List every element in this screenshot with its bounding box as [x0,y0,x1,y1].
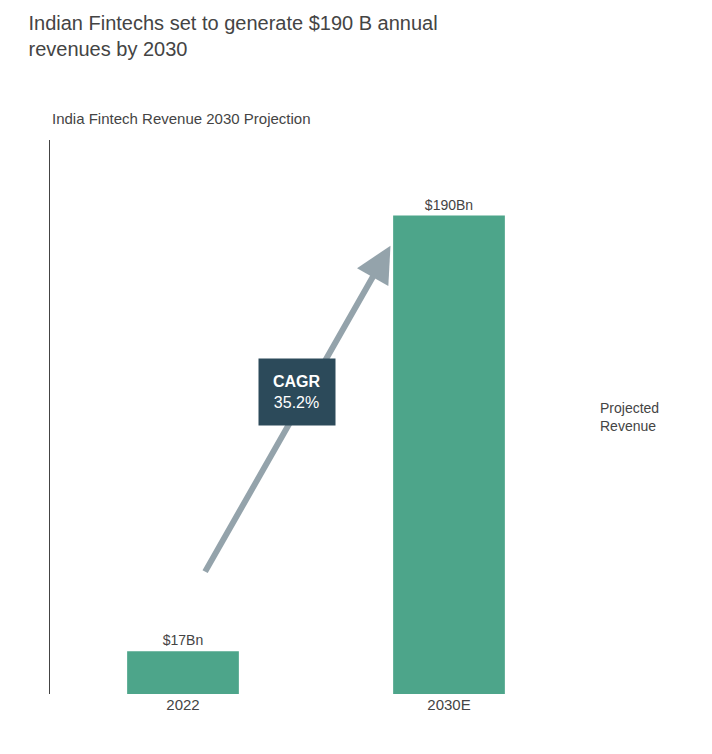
svg-text:2022: 2022 [166,696,199,713]
svg-text:ProjectedRevenue: ProjectedRevenue [600,400,659,434]
svg-text:2030E: 2030E [427,696,470,713]
svg-text:CAGR35.2%: CAGR35.2% [273,373,321,411]
svg-text:Indian Fintechs set to generat: Indian Fintechs set to generate $190 B a… [28,12,437,60]
svg-text:India Fintech Revenue 2030 Pro: India Fintech Revenue 2030 Projection [52,110,311,127]
svg-text:$17Bn: $17Bn [163,632,203,648]
svg-text:$190Bn: $190Bn [425,197,473,213]
